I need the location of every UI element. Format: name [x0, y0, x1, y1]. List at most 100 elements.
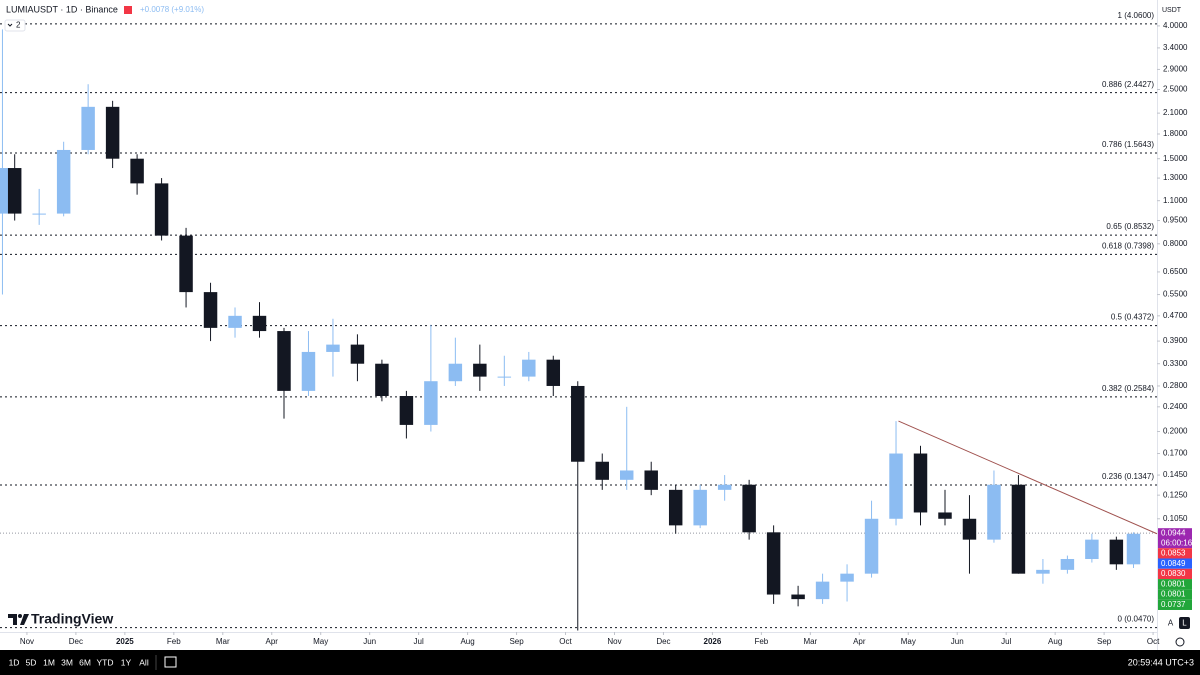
date-range-icon[interactable]	[164, 656, 177, 668]
candle-body	[497, 376, 512, 378]
candle-body	[1109, 539, 1124, 565]
candle-body	[301, 351, 316, 391]
y-tick-label: 0.9500	[1163, 216, 1188, 225]
candle-body	[179, 235, 193, 293]
x-tick-label: Jul	[414, 637, 424, 646]
candle-body	[154, 183, 169, 236]
x-tick-label: Aug	[1048, 637, 1062, 646]
currency-label[interactable]: USDT	[1162, 7, 1182, 14]
price-box	[1158, 579, 1192, 590]
candle-body	[56, 149, 71, 214]
x-tick-label: May	[313, 637, 328, 646]
candle-body	[1060, 559, 1075, 570]
x-tick-label: Feb	[167, 637, 181, 646]
timeframe-button[interactable]: YTD	[97, 657, 114, 667]
timeframe-button[interactable]: 5D	[26, 657, 37, 667]
candle-body	[668, 489, 683, 526]
fib-label: 0.5 (0.4372)	[1111, 313, 1154, 322]
candle-body	[473, 363, 487, 377]
candle-body	[1126, 533, 1141, 565]
y-tick-label: 4.0000	[1163, 21, 1188, 30]
x-tick-label: Oct	[1147, 637, 1160, 646]
logo: TradingView	[8, 611, 113, 627]
y-tick-label: 0.4700	[1163, 311, 1188, 320]
candle-body	[546, 359, 561, 386]
y-tick-label: 2.5000	[1163, 85, 1188, 94]
candle-body	[595, 461, 609, 480]
candle-body	[889, 453, 903, 519]
scale-button-bg[interactable]	[1179, 617, 1190, 629]
candle-body	[1011, 484, 1026, 574]
plot-area: 1 (4.0600) 0.886 (2.4427) 0.786 (1.5643) 0.…	[0, 11, 1158, 631]
candle-body	[424, 381, 438, 425]
y-tick-label: 0.3300	[1163, 359, 1188, 368]
timeframe-button[interactable]: 1Y	[121, 657, 132, 667]
x-tick-label: Dec	[656, 637, 670, 646]
fib-label: 1 (4.0600)	[1118, 11, 1155, 20]
candle-body	[375, 363, 389, 396]
y-tick-label: 0.2000	[1163, 427, 1188, 436]
scale-button[interactable]: A	[1168, 619, 1174, 628]
price-change: +0.0078 (+9.01%)	[140, 5, 204, 14]
candle-body	[864, 518, 879, 574]
y-tick-label: 2.1000	[1163, 108, 1188, 117]
price-box	[1158, 568, 1192, 580]
price-box-countdown: 06:00:16	[1161, 538, 1193, 547]
candle-body	[228, 315, 242, 328]
y-tick-label: 1.5000	[1163, 154, 1188, 163]
candle-body	[277, 331, 291, 391]
x-tick-label: 2025	[116, 637, 134, 646]
x-tick-label: Mar	[216, 637, 230, 646]
symbol-title: LUMIAUSDT · 1D · Binance	[6, 4, 118, 14]
candle-body	[766, 532, 781, 595]
bottom-toolbar	[0, 650, 1200, 675]
indicator-count: 2	[16, 21, 21, 30]
y-tick-label: 0.2400	[1163, 402, 1188, 411]
candle-body	[0, 168, 10, 214]
candle-body	[1085, 539, 1099, 560]
candle-body	[32, 213, 46, 215]
price-box	[1158, 589, 1192, 600]
candle-body	[815, 581, 830, 600]
candle-body	[693, 489, 707, 526]
y-tick-label: 3.4000	[1163, 43, 1188, 52]
fib-label: 0.65 (0.8532)	[1106, 222, 1154, 231]
x-tick-label: May	[901, 637, 916, 646]
y-tick-label: 1.1000	[1163, 196, 1188, 205]
chevron-icon	[7, 23, 13, 27]
scale-button[interactable]: L	[1182, 619, 1187, 628]
candle-body	[938, 512, 952, 519]
y-tick-label: 1.3000	[1163, 173, 1188, 182]
candle-body	[105, 106, 120, 159]
x-tick-label: Nov	[20, 637, 34, 646]
settings-icon[interactable]	[1175, 637, 1185, 647]
price-box	[1158, 599, 1192, 610]
timeframe-button[interactable]: 1D	[9, 657, 20, 667]
flag-icon[interactable]	[124, 6, 132, 14]
timeframe-button[interactable]: 1M	[43, 657, 55, 667]
logo-mark	[8, 614, 29, 625]
timeframe-bar: 1D 5D 1M 3M 6M YTD 1Y All	[9, 657, 149, 667]
watermark: TradingView	[31, 611, 113, 627]
price-box	[1158, 548, 1192, 559]
timeframe-button[interactable]: 6M	[79, 657, 91, 667]
candle-body	[522, 359, 536, 377]
fib-label: 0.786 (1.5643)	[1102, 140, 1154, 149]
y-tick-label: 0.3900	[1163, 336, 1188, 345]
x-tick-label: Oct	[559, 637, 572, 646]
x-tick-label: Jun	[951, 637, 964, 646]
price-box-label: 0.0830	[1161, 569, 1186, 578]
candle-body	[840, 573, 854, 582]
y-tick-label: 0.1050	[1163, 514, 1188, 523]
clock: 20:59:44 UTC+3	[1128, 657, 1194, 667]
y-tick-label: 0.1450	[1163, 470, 1188, 479]
fib-label: 0.886 (2.4427)	[1102, 80, 1154, 89]
timeframe-button[interactable]: 3M	[61, 657, 73, 667]
candle-body	[81, 106, 95, 150]
timeframe-button[interactable]: All	[139, 657, 149, 667]
x-tick-label: Jul	[1001, 637, 1011, 646]
candle-body	[791, 594, 805, 600]
indicator-toggle[interactable]	[4, 19, 26, 32]
x-tick-label: 2026	[704, 637, 722, 646]
